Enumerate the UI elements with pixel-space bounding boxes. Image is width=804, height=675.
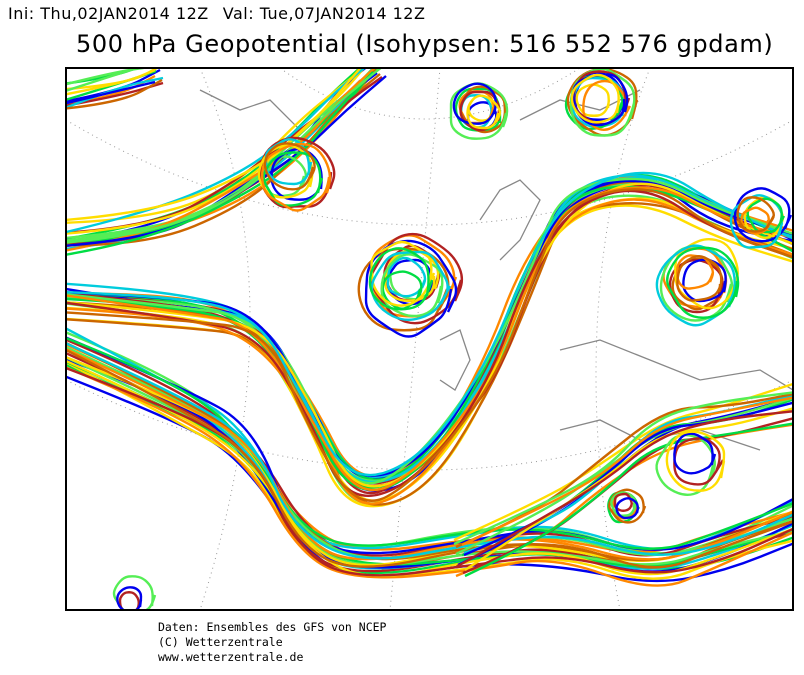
isohypse (740, 206, 770, 235)
coast (479, 179, 541, 261)
isohypse (449, 82, 509, 140)
isohypse (666, 246, 740, 319)
meridian (389, 68, 441, 610)
isohypse (676, 255, 724, 302)
isohypse (66, 182, 793, 488)
isohypse (610, 491, 638, 517)
isohypse (674, 238, 740, 310)
init-time: Ini: Thu,02JAN2014 12Z (8, 4, 209, 23)
credits: Daten: Ensembles des GFS von NCEP (C) We… (158, 620, 386, 665)
isohypse (682, 258, 727, 303)
isohypse (461, 396, 793, 547)
coast (559, 339, 793, 391)
map-layer (66, 68, 793, 610)
isohypse (455, 392, 793, 549)
graticule (66, 68, 793, 610)
isohypse (370, 250, 452, 321)
isohypse (66, 179, 793, 477)
isohypse (459, 90, 501, 132)
isohypse (66, 347, 793, 561)
isohypse (66, 171, 793, 477)
isohypse (570, 73, 621, 124)
isohypse (386, 256, 427, 298)
isohypse (655, 433, 716, 496)
isohypse (66, 361, 793, 580)
isohypse (575, 83, 611, 117)
isohypse (582, 79, 632, 131)
isohypse (66, 80, 156, 105)
credit-line: Daten: Ensembles des GFS von NCEP (158, 620, 387, 634)
coast (519, 89, 641, 121)
coast (439, 329, 471, 391)
isohypse (613, 492, 634, 512)
isohypse (453, 391, 793, 546)
isohypse (668, 258, 724, 314)
isohypse (357, 247, 450, 332)
isohypse (66, 76, 164, 109)
isohypse (66, 68, 142, 93)
credit-line: www.wetterzentrale.de (158, 650, 304, 664)
meridian (199, 68, 251, 610)
isohypse (66, 71, 374, 256)
isohypse (66, 68, 156, 96)
isohypse (466, 94, 502, 130)
isohypse (455, 410, 793, 569)
isohypse (736, 196, 776, 233)
credit-line: (C) Wetterzentrale (158, 635, 283, 649)
isohypse (380, 253, 444, 318)
isohypse (270, 148, 323, 201)
isohypse (66, 202, 793, 506)
isohypse (66, 348, 793, 569)
isohypse (260, 142, 332, 212)
isohypse (369, 232, 464, 325)
isohypse (66, 188, 793, 502)
isohypse (381, 270, 423, 310)
isohypse (676, 254, 715, 290)
isohypse (116, 586, 143, 610)
isohypse (452, 82, 498, 125)
isohypse (66, 336, 793, 550)
isohypse (673, 432, 717, 475)
valid-time: Val: Tue,07JAN2014 12Z (222, 4, 426, 23)
map-title: 500 hPa Geopotential (Isohypsen: 516 552… (76, 30, 774, 58)
meridian (595, 68, 651, 610)
isohypse (364, 239, 458, 338)
isohypse (368, 247, 434, 311)
isohypse (66, 78, 163, 110)
run-info: Ini: Thu,02JAN2014 12Z Val: Tue,07JAN2014… (8, 4, 439, 23)
isohypse (464, 407, 793, 572)
isohypse (66, 68, 362, 241)
isohypse (655, 244, 738, 327)
isohypse (615, 497, 640, 520)
isohypse (118, 591, 142, 610)
map-frame (65, 67, 794, 611)
isohypse (66, 342, 793, 560)
isohypse (66, 366, 793, 587)
isohypse (263, 142, 316, 191)
isohypse (665, 430, 726, 492)
isohypse (112, 575, 157, 610)
isohypse (66, 177, 793, 485)
